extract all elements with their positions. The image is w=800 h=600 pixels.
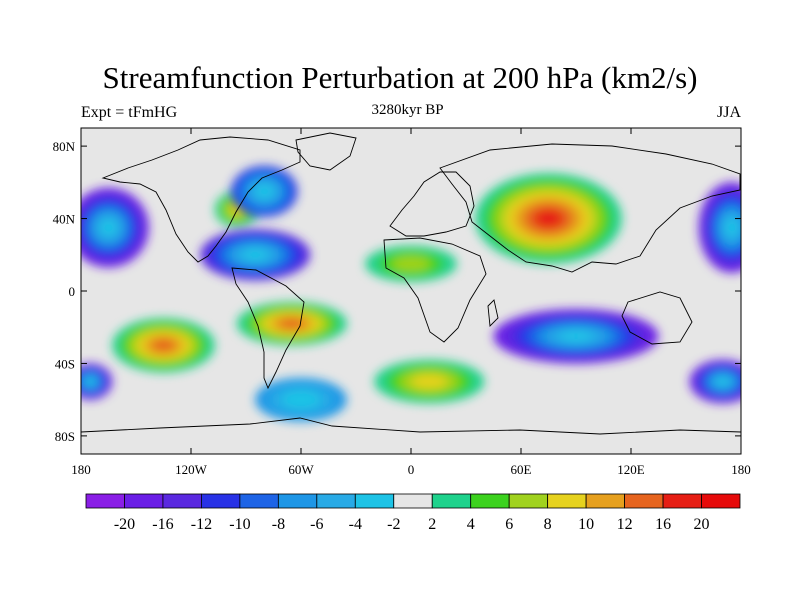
colorbar-label-13: 12 <box>617 516 633 533</box>
anomaly-8 <box>236 301 347 346</box>
lat-tick-label-2: 0 <box>69 284 76 299</box>
colorbar-label-11: 8 <box>544 516 552 533</box>
colorbar-label-9: 4 <box>467 516 475 533</box>
colorbar-label-8: 2 <box>428 516 436 533</box>
colorbar-label-6: -4 <box>349 516 362 533</box>
axis-ticks: 80N 40N 0 40S 80S 180 120W 60W 0 60E 120E 180 <box>53 128 751 477</box>
colorbar-label-10: 6 <box>505 516 513 533</box>
anomaly-7 <box>112 318 215 373</box>
colorbar-box-16 <box>701 493 741 509</box>
anomaly-11-band-6 <box>85 378 95 386</box>
colorbar-label-1: -16 <box>152 516 173 533</box>
coast-greenland <box>295 132 357 171</box>
anomaly-2 <box>231 166 298 217</box>
colorbar-box-0 <box>85 493 125 509</box>
anomaly-6 <box>493 309 659 364</box>
colorbar: -20 -16 -12 -10 -8 -6 -4 -2 2 4 6 8 10 12 16 20 <box>85 493 741 533</box>
lat-tick-label-1: 40N <box>53 212 76 227</box>
colorbar-box-4 <box>239 493 279 509</box>
coast-europe <box>389 171 475 237</box>
anomaly-3 <box>200 229 311 281</box>
lat-tick-label-3: 40S <box>55 356 75 371</box>
anomaly-10-band-6 <box>716 377 730 386</box>
lon-tick-label-2: 60W <box>288 462 314 477</box>
colorbar-box-6 <box>316 493 356 509</box>
anomaly-10 <box>689 359 741 404</box>
colorbar-label-0: -20 <box>114 516 135 533</box>
anomaly-3-band-5 <box>242 248 268 261</box>
lon-tick-label-3: 0 <box>408 462 415 477</box>
coast-australia <box>621 291 693 345</box>
anomaly-4 <box>475 173 622 264</box>
anomaly-12 <box>255 378 347 422</box>
colorbar-box-1 <box>124 493 164 509</box>
anomaly-7-band-5 <box>151 339 176 352</box>
coast-antarctica <box>81 417 741 435</box>
coast-africa <box>383 237 487 343</box>
season-label: JJA <box>716 104 741 121</box>
streamfunction-field <box>81 166 741 422</box>
colorbar-label-4: -8 <box>272 516 285 533</box>
anomaly-8-band-5 <box>279 318 305 329</box>
anomaly-6-band-6 <box>559 330 593 342</box>
lat-tick-label-0: 80N <box>53 139 76 154</box>
experiment-label: Expt = tFmHG <box>81 104 178 121</box>
anomaly-11 <box>81 363 113 400</box>
colorbar-label-3: -10 <box>229 516 250 533</box>
colorbar-label-2: -12 <box>191 516 212 533</box>
anomaly-5 <box>698 182 741 273</box>
anomaly-4-band-6 <box>533 209 564 228</box>
lon-tick-label-5: 120E <box>617 462 645 477</box>
colorbar-box-9 <box>431 493 472 509</box>
anomaly-13 <box>365 245 457 282</box>
colorbar-box-8 <box>393 493 433 509</box>
lon-tick-label-0: 180 <box>71 462 91 477</box>
map-title: Streamfunction Perturbation at 200 hPa (… <box>102 60 698 95</box>
coast-south-america <box>231 267 305 390</box>
anomaly-0-band-6 <box>100 219 117 236</box>
lon-tick-label-1: 120W <box>175 462 208 477</box>
anomaly-2-band-4 <box>255 184 274 199</box>
colorbar-label-7: -2 <box>387 516 400 533</box>
colorbar-label-15: 20 <box>694 516 710 533</box>
colorbar-box-11 <box>508 493 549 509</box>
anomaly-13-band-2 <box>391 255 431 272</box>
lat-tick-label-4: 80S <box>55 429 75 444</box>
colorbar-box-15 <box>662 493 702 509</box>
anomaly-9 <box>374 359 485 404</box>
colorbar-label-5: -6 <box>310 516 323 533</box>
coast-asia <box>439 143 741 273</box>
anomaly-9-band-3 <box>411 374 448 389</box>
lon-tick-label-4: 60E <box>511 462 532 477</box>
colorbar-box-7 <box>354 493 395 509</box>
colorbar-box-10 <box>470 493 510 509</box>
lon-tick-label-6: 180 <box>731 462 751 477</box>
colorbar-box-13 <box>585 493 625 509</box>
colorbar-label-12: 10 <box>578 516 594 533</box>
anomaly-5-band-6 <box>725 218 739 237</box>
coastlines <box>81 132 741 435</box>
colorbar-label-14: 16 <box>655 516 671 533</box>
map-background <box>81 128 741 454</box>
colorbar-box-5 <box>277 493 318 509</box>
colorbar-box-2 <box>162 493 202 509</box>
anomaly-0 <box>81 187 149 268</box>
colorbar-box-12 <box>547 493 587 509</box>
coast-north-america <box>101 136 301 263</box>
anomaly-12-band-2 <box>281 390 321 410</box>
coast-madagascar <box>487 299 499 327</box>
colorbar-box-14 <box>624 493 664 509</box>
colorbar-box-3 <box>201 493 241 509</box>
time-label: 3280kyr BP <box>371 102 444 118</box>
